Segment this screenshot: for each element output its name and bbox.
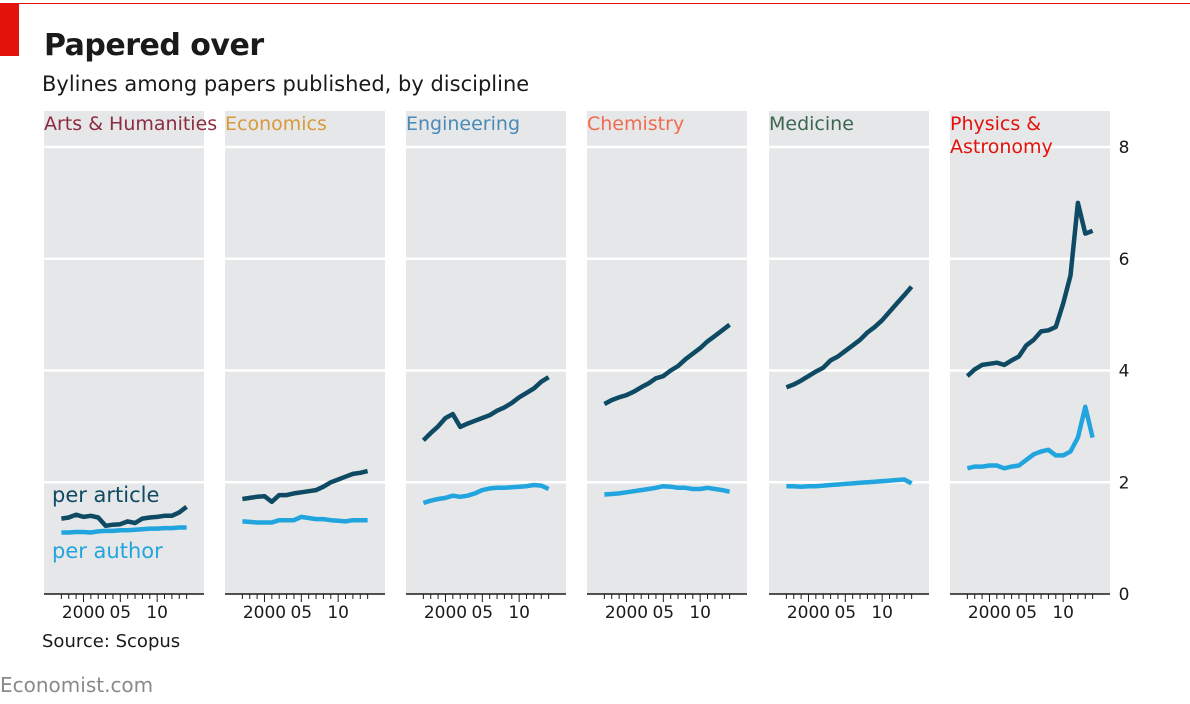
x-tick-label: 2000 bbox=[243, 603, 286, 623]
panel-title-chemistry: Chemistry bbox=[587, 113, 684, 135]
series-line-per-article-physics-and-astronomy bbox=[965, 200, 1094, 378]
panel-background-economics bbox=[225, 111, 385, 594]
x-tick-label: 10 bbox=[146, 603, 168, 623]
x-tick-label: 05 bbox=[1015, 603, 1037, 623]
x-tick-label: 10 bbox=[508, 603, 530, 623]
y-tick-label: 0 bbox=[1119, 585, 1130, 605]
x-tick-label: 2000 bbox=[787, 603, 830, 623]
series-line-per-author-physics-and-astronomy bbox=[966, 404, 1095, 471]
series-line-per-article-economics bbox=[242, 468, 369, 505]
panel-title-arts-and-humanities: Arts & Humanities bbox=[44, 113, 217, 135]
panel-title-medicine: Medicine bbox=[769, 113, 854, 135]
x-tick-label: 05 bbox=[834, 603, 856, 623]
chart-subtitle: Bylines among papers published, by disci… bbox=[42, 72, 530, 96]
panel-background-medicine bbox=[769, 111, 929, 594]
series-line-per-author-chemistry bbox=[604, 483, 731, 497]
x-tick-label: 05 bbox=[290, 603, 312, 623]
series-line-per-article-engineering bbox=[421, 375, 550, 442]
x-tick-label: 10 bbox=[871, 603, 893, 623]
x-tick-label: 2000 bbox=[62, 603, 105, 623]
brand-red-tab bbox=[0, 3, 19, 56]
series-line-per-author-engineering bbox=[422, 482, 550, 506]
panel-title-engineering: Engineering bbox=[406, 113, 520, 135]
series-label-per-article: per article bbox=[52, 483, 159, 507]
y-tick-label: 8 bbox=[1119, 138, 1130, 158]
series-line-per-author-economics bbox=[242, 514, 368, 525]
x-tick-label: 05 bbox=[652, 603, 674, 623]
x-tick-label: 2000 bbox=[605, 603, 648, 623]
x-tick-label: 05 bbox=[109, 603, 131, 623]
x-tick-label: 10 bbox=[327, 603, 349, 623]
series-line-per-article-medicine bbox=[785, 285, 914, 390]
x-tick-label: 10 bbox=[689, 603, 711, 623]
panel-title-physics-and-astronomy: Physics & bbox=[950, 113, 1041, 135]
panel-title-economics: Economics bbox=[225, 113, 327, 135]
x-tick-label: 10 bbox=[1052, 603, 1074, 623]
series-label-per-author: per author bbox=[52, 539, 163, 563]
top-rule bbox=[0, 3, 1190, 4]
chart-title: Papered over bbox=[44, 28, 264, 63]
y-tick-label: 4 bbox=[1119, 362, 1130, 382]
series-line-per-author-medicine bbox=[786, 477, 913, 489]
series-line-per-article-chemistry bbox=[603, 322, 731, 406]
panel-background-engineering bbox=[406, 111, 566, 594]
y-tick-label: 2 bbox=[1119, 473, 1130, 493]
x-tick-label: 05 bbox=[471, 603, 493, 623]
source-note: Source: Scopus bbox=[42, 631, 181, 652]
series-line-per-article-arts-and-humanities bbox=[61, 505, 188, 529]
panel-background-chemistry bbox=[587, 111, 747, 594]
x-tick-label: 2000 bbox=[424, 603, 467, 623]
x-tick-label: 2000 bbox=[968, 603, 1011, 623]
y-tick-label: 6 bbox=[1119, 250, 1130, 270]
series-line-per-author-arts-and-humanities bbox=[61, 525, 187, 535]
brand-footer: Economist.com bbox=[0, 673, 154, 697]
panel-background-physics-and-astronomy bbox=[950, 111, 1110, 594]
panel-title-physics-and-astronomy: Astronomy bbox=[950, 136, 1053, 158]
